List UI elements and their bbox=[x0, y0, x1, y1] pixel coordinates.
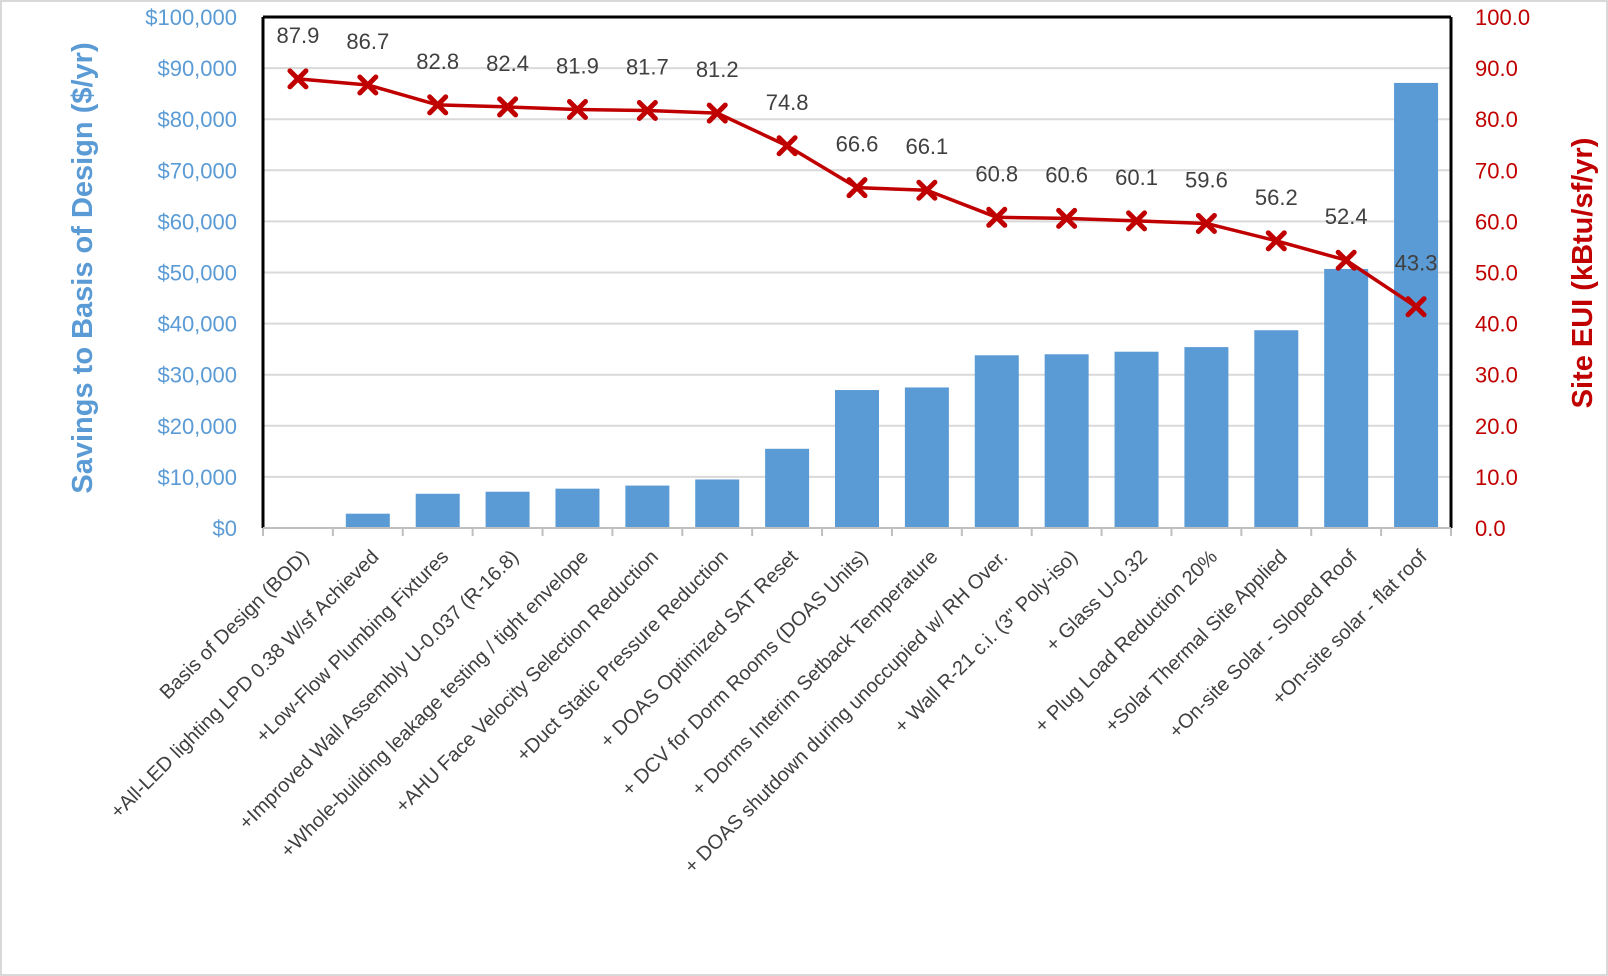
line-data-labels: 87.9 86.7 82.8 82.4 81.9 81.7 81.2 74.8 66.6 66.1… bbox=[277, 23, 1438, 276]
left-tick-label: $70,000 bbox=[157, 158, 237, 183]
data-label: 60.8 bbox=[975, 161, 1018, 186]
bar bbox=[485, 491, 530, 528]
line-marker bbox=[497, 96, 519, 118]
data-label: 52.4 bbox=[1325, 204, 1368, 229]
line-marker bbox=[1195, 212, 1217, 234]
data-label: 74.8 bbox=[766, 90, 809, 115]
left-tick-label: $50,000 bbox=[157, 261, 237, 286]
bar bbox=[555, 488, 600, 528]
line-marker bbox=[566, 98, 588, 120]
right-tick-label: 10.0 bbox=[1475, 465, 1518, 490]
left-tick-label: $60,000 bbox=[157, 209, 237, 234]
right-tick-label: 90.0 bbox=[1475, 56, 1518, 81]
bar bbox=[1044, 354, 1089, 528]
left-tick-label: $20,000 bbox=[157, 414, 237, 439]
right-axis-title: Site EUI (kBtu/sf/yr) bbox=[1567, 138, 1599, 409]
left-axis-title: Savings to Basis of Design ($/yr) bbox=[67, 42, 99, 493]
bar bbox=[1184, 347, 1229, 528]
left-tick-label: $40,000 bbox=[157, 312, 237, 337]
line-marker bbox=[1265, 230, 1287, 252]
gridlines bbox=[263, 67, 1451, 478]
data-label: 81.9 bbox=[556, 53, 599, 78]
bar bbox=[765, 448, 810, 528]
left-tick-label: $0 bbox=[213, 516, 237, 541]
bar bbox=[1114, 351, 1159, 528]
bar bbox=[695, 479, 740, 528]
data-label: 82.4 bbox=[486, 51, 529, 76]
left-tick-label: $100,000 bbox=[145, 5, 237, 30]
bar bbox=[345, 513, 390, 528]
right-tick-label: 100.0 bbox=[1475, 5, 1530, 30]
right-tick-label: 20.0 bbox=[1475, 414, 1518, 439]
data-label: 60.6 bbox=[1045, 162, 1088, 187]
data-label: 66.6 bbox=[836, 132, 879, 157]
line-marker bbox=[636, 100, 658, 122]
left-tick-label: $80,000 bbox=[157, 107, 237, 132]
data-label: 59.6 bbox=[1185, 167, 1228, 192]
line-marker bbox=[1126, 210, 1148, 232]
right-tick-label: 80.0 bbox=[1475, 107, 1518, 132]
right-tick-label: 0.0 bbox=[1475, 516, 1506, 541]
line-marker bbox=[1335, 249, 1357, 271]
left-tick-label: $90,000 bbox=[157, 56, 237, 81]
plot-border bbox=[261, 15, 1453, 536]
data-label: 56.2 bbox=[1255, 185, 1298, 210]
left-tick-label: $30,000 bbox=[157, 363, 237, 388]
right-axis-ticks: 0.0 10.0 20.0 30.0 40.0 50.0 60.0 70.0 80.0 90.0 1… bbox=[1475, 5, 1530, 541]
data-label: 66.1 bbox=[905, 134, 948, 159]
bar bbox=[974, 355, 1019, 528]
line-marker bbox=[916, 179, 938, 201]
right-tick-label: 60.0 bbox=[1475, 209, 1518, 234]
bar bbox=[625, 485, 670, 528]
line-marker bbox=[1056, 207, 1078, 229]
right-tick-label: 30.0 bbox=[1475, 363, 1518, 388]
bar bbox=[415, 493, 460, 528]
left-tick-label: $10,000 bbox=[157, 465, 237, 490]
line-marker bbox=[776, 135, 798, 157]
data-label: 82.8 bbox=[416, 49, 459, 74]
data-label: 43.3 bbox=[1395, 251, 1438, 276]
left-axis-ticks: $0 $10,000 $20,000 $30,000 $40,000 $50,000 $60… bbox=[145, 5, 237, 541]
right-tick-label: 40.0 bbox=[1475, 312, 1518, 337]
bar bbox=[904, 387, 949, 528]
data-label: 60.1 bbox=[1115, 165, 1158, 190]
line-marker bbox=[427, 94, 449, 116]
line-marker bbox=[986, 206, 1008, 228]
data-label: 86.7 bbox=[346, 29, 389, 54]
right-tick-label: 70.0 bbox=[1475, 158, 1518, 183]
line-series bbox=[287, 68, 1427, 318]
data-label: 81.7 bbox=[626, 55, 669, 80]
line-marker bbox=[846, 177, 868, 199]
bar bbox=[1324, 268, 1369, 528]
line-marker bbox=[287, 68, 309, 90]
data-label: 81.2 bbox=[696, 57, 739, 82]
bar bbox=[1254, 330, 1299, 528]
line-marker bbox=[1405, 296, 1427, 318]
line-marker bbox=[706, 102, 728, 124]
bar bbox=[835, 390, 879, 528]
data-label: 87.9 bbox=[277, 23, 320, 48]
right-tick-label: 50.0 bbox=[1475, 261, 1518, 286]
line-marker bbox=[357, 74, 379, 96]
bar-series bbox=[345, 82, 1439, 528]
